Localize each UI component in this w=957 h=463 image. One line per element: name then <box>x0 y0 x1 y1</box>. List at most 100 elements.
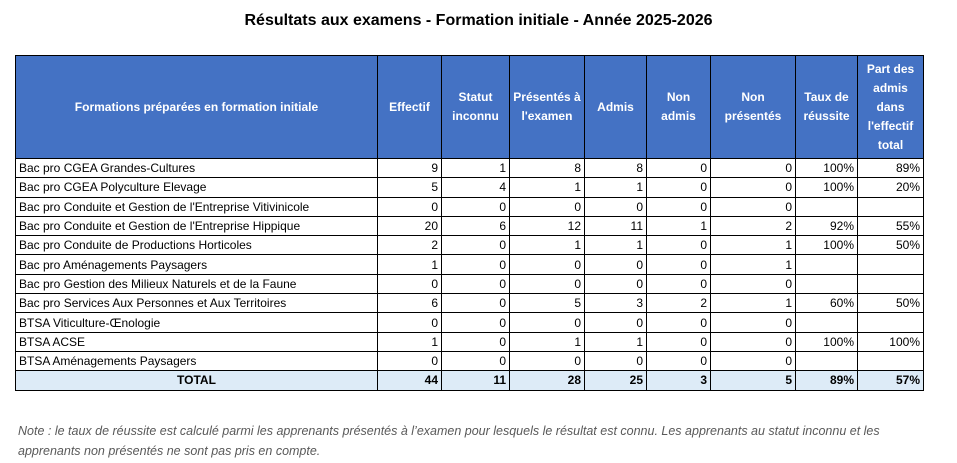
cell-part-admis: 89% <box>857 157 924 179</box>
cell-taux-reussite: 100% <box>795 177 858 198</box>
total-row: TOTAL 44 11 28 25 3 5 89% 57% <box>15 370 924 391</box>
table-row: Bac pro Services Aux Personnes et Aux Te… <box>15 293 924 314</box>
cell-admis: 3 <box>584 293 647 314</box>
cell-non-presentes: 1 <box>710 293 796 314</box>
cell-effectif: 0 <box>377 312 442 333</box>
cell-non-admis: 0 <box>646 177 711 198</box>
cell-non-presentes: 0 <box>710 196 796 217</box>
cell-non-admis: 0 <box>646 235 711 256</box>
column-header-presentes: Présentés à l'examen <box>509 55 585 159</box>
cell-statut-inconnu: 0 <box>441 350 510 372</box>
cell-admis: 0 <box>584 312 647 333</box>
cell-presentes: 0 <box>509 350 585 372</box>
table-row: Bac pro Conduite de Productions Horticol… <box>15 235 924 256</box>
cell-effectif: 2 <box>377 235 442 256</box>
cell-part-admis: 100% <box>857 331 924 352</box>
column-header-non-presentes: Non présentés <box>710 55 796 159</box>
cell-part-admis <box>857 273 924 295</box>
table-row: BTSA Viticulture-Œnologie 0 0 0 0 0 0 <box>15 312 924 333</box>
table-row: Bac pro Conduite et Gestion de l'Entrepr… <box>15 215 924 237</box>
cell-statut-inconnu: 0 <box>441 293 510 314</box>
table-row: Bac pro CGEA Grandes-Cultures 9 1 8 8 0 0 100% 8… <box>15 157 924 179</box>
results-table: Formations préparées en formation initia… <box>15 55 924 391</box>
cell-formation: Bac pro Conduite et Gestion de l'Entrepr… <box>15 196 378 217</box>
cell-presentes: 8 <box>509 157 585 179</box>
cell-taux-reussite <box>795 312 858 333</box>
cell-formation: Bac pro Conduite et Gestion de l'Entrepr… <box>15 215 378 237</box>
cell-presentes: 0 <box>509 273 585 295</box>
cell-non-presentes: 0 <box>710 177 796 198</box>
cell-part-admis <box>857 350 924 372</box>
cell-non-presentes: 0 <box>710 331 796 352</box>
cell-non-presentes: 2 <box>710 215 796 237</box>
cell-statut-inconnu: 0 <box>441 273 510 295</box>
cell-formation: TOTAL <box>15 370 378 391</box>
cell-part-admis: 57% <box>857 370 924 391</box>
cell-statut-inconnu: 1 <box>441 157 510 179</box>
cell-formation: BTSA Aménagements Paysagers <box>15 350 378 372</box>
cell-taux-reussite <box>795 273 858 295</box>
cell-statut-inconnu: 6 <box>441 215 510 237</box>
cell-presentes: 1 <box>509 331 585 352</box>
cell-non-presentes: 1 <box>710 254 796 275</box>
header-row: Formations préparées en formation initia… <box>15 55 924 159</box>
cell-part-admis: 50% <box>857 235 924 256</box>
cell-non-presentes: 0 <box>710 157 796 179</box>
cell-effectif: 44 <box>377 370 442 391</box>
cell-part-admis <box>857 196 924 217</box>
cell-statut-inconnu: 4 <box>441 177 510 198</box>
cell-admis: 0 <box>584 350 647 372</box>
table-row: BTSA Aménagements Paysagers 0 0 0 0 0 0 <box>15 350 924 372</box>
cell-non-admis: 3 <box>646 370 711 391</box>
cell-non-admis: 0 <box>646 254 711 275</box>
page-title: Résultats aux examens - Formation initia… <box>244 12 713 29</box>
cell-formation: Bac pro CGEA Polyculture Elevage <box>15 177 378 198</box>
cell-non-admis: 0 <box>646 157 711 179</box>
column-header-formation: Formations préparées en formation initia… <box>15 55 378 159</box>
cell-admis: 1 <box>584 331 647 352</box>
cell-presentes: 5 <box>509 293 585 314</box>
cell-formation: Bac pro Gestion des Milieux Naturels et … <box>15 273 378 295</box>
cell-statut-inconnu: 0 <box>441 254 510 275</box>
column-header-statut-inconnu: Statut inconnu <box>441 55 510 159</box>
cell-taux-reussite <box>795 196 858 217</box>
cell-non-presentes: 5 <box>710 370 796 391</box>
column-header-non-admis: Non admis <box>646 55 711 159</box>
cell-taux-reussite: 60% <box>795 293 858 314</box>
cell-part-admis <box>857 254 924 275</box>
cell-non-presentes: 1 <box>710 235 796 256</box>
table-row: Bac pro Gestion des Milieux Naturels et … <box>15 273 924 295</box>
cell-statut-inconnu: 0 <box>441 196 510 217</box>
table-row: Bac pro Aménagements Paysagers 1 0 0 0 0 1 <box>15 254 924 275</box>
cell-formation: Bac pro Services Aux Personnes et Aux Te… <box>15 293 378 314</box>
cell-effectif: 0 <box>377 273 442 295</box>
column-header-effectif: Effectif <box>377 55 442 159</box>
cell-admis: 11 <box>584 215 647 237</box>
cell-effectif: 5 <box>377 177 442 198</box>
cell-presentes: 28 <box>509 370 585 391</box>
cell-non-presentes: 0 <box>710 312 796 333</box>
cell-taux-reussite <box>795 350 858 372</box>
cell-admis: 1 <box>584 177 647 198</box>
cell-statut-inconnu: 0 <box>441 331 510 352</box>
cell-taux-reussite: 100% <box>795 157 858 179</box>
cell-statut-inconnu: 0 <box>441 235 510 256</box>
cell-presentes: 1 <box>509 235 585 256</box>
cell-presentes: 0 <box>509 196 585 217</box>
cell-admis: 0 <box>584 196 647 217</box>
cell-taux-reussite: 100% <box>795 235 858 256</box>
cell-effectif: 20 <box>377 215 442 237</box>
table-row: Bac pro Conduite et Gestion de l'Entrepr… <box>15 196 924 217</box>
cell-part-admis: 55% <box>857 215 924 237</box>
cell-effectif: 1 <box>377 254 442 275</box>
cell-presentes: 12 <box>509 215 585 237</box>
cell-formation: BTSA Viticulture-Œnologie <box>15 312 378 333</box>
cell-taux-reussite <box>795 254 858 275</box>
cell-effectif: 9 <box>377 157 442 179</box>
cell-admis: 1 <box>584 235 647 256</box>
cell-formation: Bac pro CGEA Grandes-Cultures <box>15 157 378 179</box>
cell-statut-inconnu: 11 <box>441 370 510 391</box>
cell-non-admis: 0 <box>646 196 711 217</box>
cell-non-admis: 0 <box>646 273 711 295</box>
cell-presentes: 0 <box>509 254 585 275</box>
